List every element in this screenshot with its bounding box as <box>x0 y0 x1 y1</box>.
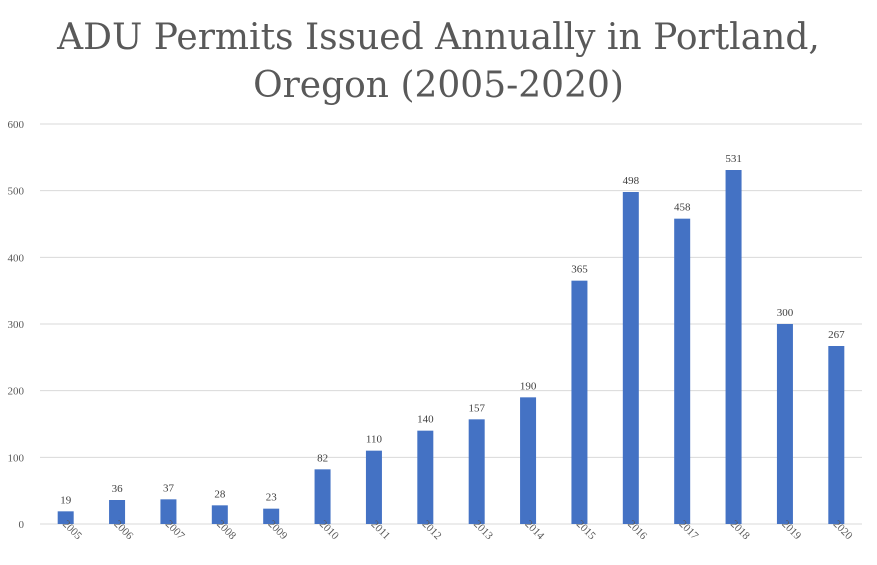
y-axis-ticks: 0 100 200 300 400 500 600 <box>8 119 25 531</box>
x-tick-label-2013: 2013 <box>471 518 495 542</box>
x-tick-label-2017: 2017 <box>677 518 701 542</box>
data-label-2019: 300 <box>777 307 794 319</box>
bar-2010 <box>314 469 331 524</box>
bar-2007 <box>160 499 177 524</box>
x-tick-label-2008: 2008 <box>214 518 238 542</box>
bar-2019 <box>776 324 793 524</box>
bar-2014 <box>520 397 537 524</box>
bar-2016 <box>622 192 639 524</box>
y-tick-label: 500 <box>8 186 25 198</box>
bar-2020 <box>828 346 845 524</box>
bar-2015 <box>571 280 588 524</box>
x-tick-label-2005: 2005 <box>60 518 84 542</box>
bar-2009 <box>263 508 280 524</box>
data-label-2010: 82 <box>317 452 328 464</box>
bar-2008 <box>211 505 228 524</box>
y-tick-label: 600 <box>8 119 25 131</box>
x-tick-label-2016: 2016 <box>625 518 649 542</box>
x-tick-label-2014: 2014 <box>522 518 546 542</box>
bar-2006 <box>109 500 126 524</box>
data-label-2005: 19 <box>60 494 72 506</box>
x-tick-label-2018: 2018 <box>728 518 752 542</box>
bar-2012 <box>417 430 434 524</box>
y-tick-label: 400 <box>8 252 25 264</box>
x-tick-label-2011: 2011 <box>369 518 393 542</box>
x-tick-label-2012: 2012 <box>420 518 444 542</box>
data-labels: 19 36 37 28 23 82 110 140 157 190 365 498 458 531 300 2… <box>60 153 845 506</box>
chart-title: ADU Permits Issued Annually in Portland,… <box>57 17 820 106</box>
bars <box>57 170 845 524</box>
data-label-2011: 110 <box>366 434 383 446</box>
x-tick-label-2020: 2020 <box>831 518 855 542</box>
x-tick-label-2019: 2019 <box>779 518 803 542</box>
bar-2005 <box>57 511 74 524</box>
bar-2013 <box>468 419 485 524</box>
x-tick-label-2015: 2015 <box>574 518 598 542</box>
data-label-2015: 365 <box>571 264 588 276</box>
data-label-2016: 498 <box>623 175 640 187</box>
bar-2018 <box>725 170 742 524</box>
gridlines <box>40 123 862 525</box>
bar-2011 <box>365 450 382 524</box>
bar-2017 <box>674 218 691 524</box>
x-axis-ticks: 2005 2006 2007 2008 2009 2010 2011 2012 2013 2014… <box>60 518 855 542</box>
y-tick-label: 300 <box>8 319 25 331</box>
data-label-2020: 267 <box>828 329 845 341</box>
x-tick-label-2007: 2007 <box>163 518 187 542</box>
data-label-2008: 28 <box>214 488 226 500</box>
x-tick-label-2009: 2009 <box>266 518 290 542</box>
x-tick-label-2010: 2010 <box>317 518 341 542</box>
data-label-2007: 37 <box>163 482 175 494</box>
data-label-2012: 140 <box>417 414 434 426</box>
y-tick-label: 0 <box>19 519 25 531</box>
data-label-2006: 36 <box>112 483 124 495</box>
data-label-2018: 531 <box>725 153 742 165</box>
y-tick-label: 200 <box>8 386 25 398</box>
data-label-2017: 458 <box>674 202 691 214</box>
y-tick-label: 100 <box>8 452 25 464</box>
data-label-2014: 190 <box>520 380 537 392</box>
x-tick-label-2006: 2006 <box>111 518 135 542</box>
data-label-2013: 157 <box>468 402 485 414</box>
data-label-2009: 23 <box>266 492 278 504</box>
